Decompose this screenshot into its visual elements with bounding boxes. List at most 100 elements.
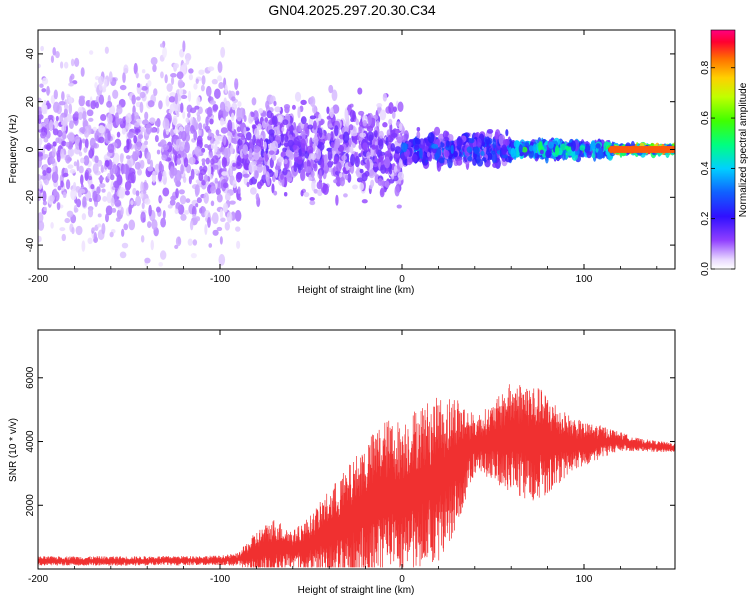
spectrogram-cell xyxy=(590,140,596,150)
spectrogram-cell xyxy=(243,126,247,137)
spectrogram-cell xyxy=(364,170,370,177)
colorbar-tick-label: 0.2 xyxy=(700,211,711,225)
spectrogram-cell xyxy=(208,243,213,248)
spectrogram-cell xyxy=(82,110,87,121)
spectrogram-cell xyxy=(467,156,473,162)
spectrogram-cell xyxy=(144,73,151,80)
spectrogram-cell xyxy=(401,135,406,144)
spectrogram-cell xyxy=(492,138,497,149)
spectrogram-cell xyxy=(245,131,252,141)
snr-series-line xyxy=(38,384,675,568)
y-tick-label: 0 xyxy=(25,146,36,152)
chart-title: GN04.2025.297.20.30.C34 xyxy=(268,2,436,18)
spectrogram-cell xyxy=(190,124,195,134)
spectrogram-cell xyxy=(180,213,187,221)
spectrogram-cell xyxy=(196,96,201,106)
spectrogram-cell xyxy=(149,117,156,124)
spectrogram-cell xyxy=(83,147,88,153)
spectrogram-cell xyxy=(370,179,375,188)
spectrogram-cell xyxy=(139,101,144,114)
spectrogram-cell xyxy=(209,118,214,125)
spectrogram-cell xyxy=(282,147,288,153)
spectrogram-cell xyxy=(89,137,96,149)
spectrogram-cell xyxy=(221,171,228,176)
spectrogram-cell xyxy=(201,75,206,86)
spectrogram-cell xyxy=(350,153,356,166)
spectrogram-cell xyxy=(177,79,184,89)
spectrogram-cell xyxy=(378,151,386,156)
spectrogram-cell xyxy=(286,177,293,183)
spectrogram-cell xyxy=(384,180,390,188)
spectrogram-cell xyxy=(333,179,338,184)
spectrogram-cell xyxy=(166,141,173,153)
spectrogram-cell xyxy=(271,183,275,194)
spectrogram-cell xyxy=(107,172,111,179)
spectrogram-cell xyxy=(102,196,108,202)
spectrogram-cell xyxy=(154,134,159,143)
spectrogram-cell xyxy=(196,114,201,122)
spectrogram-cell xyxy=(377,177,383,186)
spectrogram-cell xyxy=(223,147,229,159)
spectrogram-cell xyxy=(283,142,289,148)
spectrogram-cell xyxy=(78,165,84,174)
spectrogram-cell xyxy=(152,64,157,73)
spectrogram-cell xyxy=(156,149,161,155)
colorbar-label: Normalized spectral amplitude xyxy=(738,82,749,217)
spectrogram-cell xyxy=(161,154,167,161)
spectrogram-cell xyxy=(91,227,96,232)
spectrogram-cell xyxy=(218,254,226,266)
spectrogram-cell xyxy=(342,131,350,144)
spectrogram-cell xyxy=(76,159,80,172)
spectrogram-cell xyxy=(204,125,211,132)
spectrogram-cell xyxy=(38,235,42,243)
x-tick-label: -200 xyxy=(28,274,48,285)
spectrogram-cell xyxy=(164,74,168,84)
spectrogram-cell xyxy=(445,140,450,148)
spectrogram-cell xyxy=(57,185,62,191)
y-tick-label: 6000 xyxy=(25,366,36,389)
spectrogram-cell xyxy=(306,127,310,137)
spectrogram-cell xyxy=(219,208,224,219)
spectrogram-cell xyxy=(68,103,73,115)
spectrogram-cell xyxy=(115,117,120,126)
spectrogram-cell xyxy=(371,144,377,150)
snr-x-axis-label: Height of straight line (km) xyxy=(298,585,415,596)
spectrogram-cell xyxy=(273,190,278,196)
spectrogram-cell xyxy=(296,135,303,140)
spectrogram-cell xyxy=(74,135,81,145)
spectrogram-cell xyxy=(163,128,167,139)
spectrogram-cell xyxy=(356,177,363,183)
spectrogram-cell xyxy=(322,183,329,196)
colorbar-tick-label: 0.6 xyxy=(700,111,711,125)
spectrogram-cell xyxy=(70,58,75,67)
spectrogram-cell xyxy=(118,189,124,199)
spectrogram-cell xyxy=(501,144,508,156)
spectrogram-cell xyxy=(205,157,210,165)
spectrogram-cell xyxy=(320,158,325,170)
spectrogram-cell xyxy=(252,134,256,146)
spectrogram-cell xyxy=(162,170,167,179)
spectrogram-cell xyxy=(486,129,494,134)
spectrogram-cell xyxy=(458,151,462,158)
spectrogram-cell xyxy=(63,172,69,178)
spectrogram-cell xyxy=(387,134,392,143)
spectrogram-cell xyxy=(56,152,61,163)
spectrogram-cell xyxy=(98,136,105,144)
spectrogram-cell xyxy=(534,152,538,158)
spectrogram-cell xyxy=(155,206,161,213)
spectrogram-cell xyxy=(300,138,306,149)
spectrogram-cell xyxy=(375,144,379,155)
spectrogram-cell xyxy=(80,174,84,185)
spectrogram-cell xyxy=(379,109,387,121)
spectrogram-cell xyxy=(212,229,219,236)
spectrogram-cell xyxy=(280,173,284,180)
spectrogram-cell xyxy=(191,205,197,217)
spectrogram-cell xyxy=(220,46,226,58)
spectrogram-cell xyxy=(125,118,129,130)
spectrogram-cell xyxy=(81,240,86,252)
spectrogram-cell xyxy=(48,119,54,132)
spectrogram-cell xyxy=(283,158,288,165)
spectrogram-cell xyxy=(456,158,463,166)
spectrogram-cell xyxy=(88,149,94,159)
